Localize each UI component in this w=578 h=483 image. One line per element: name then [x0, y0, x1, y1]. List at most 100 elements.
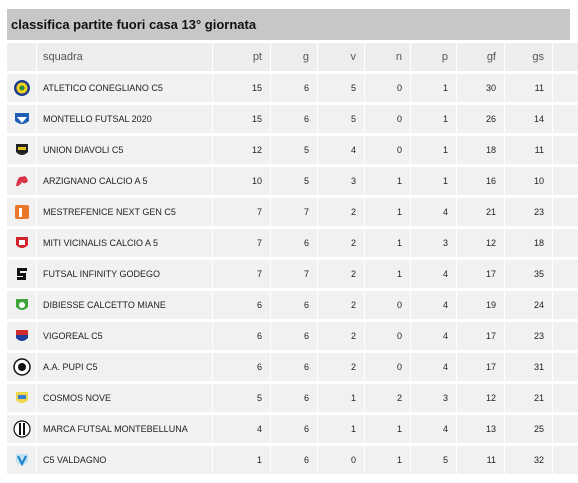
team-logo-cell: [7, 74, 37, 102]
team-logo-cell: [7, 415, 37, 443]
games-cell: 7: [271, 198, 318, 226]
points-cell: 6: [213, 322, 271, 350]
team-name-cell: MONTELLO FUTSAL 2020: [37, 105, 213, 133]
wins-cell: 5: [318, 74, 365, 102]
team-name-cell: C5 VALDAGNO: [37, 446, 213, 474]
draws-cell: 0: [365, 291, 411, 319]
team-logo-cell: [7, 260, 37, 288]
goals-against-cell: 10: [505, 167, 553, 195]
team-logo-cell: [7, 446, 37, 474]
goals-against-cell: 21: [505, 384, 553, 412]
games-cell: 6: [271, 415, 318, 443]
header-games: g: [271, 43, 318, 71]
header-losses: p: [411, 43, 457, 71]
draws-cell: 2: [365, 384, 411, 412]
header-logo-cell: [7, 43, 37, 71]
draws-cell: 0: [365, 105, 411, 133]
team-logo-cell: [7, 291, 37, 319]
points-cell: 15: [213, 105, 271, 133]
mestrefenice-logo-icon: [13, 203, 31, 221]
losses-cell: 1: [411, 136, 457, 164]
goals-against-cell: 23: [505, 198, 553, 226]
games-cell: 6: [271, 446, 318, 474]
team-name-cell: DIBIESSE CALCETTO MIANE: [37, 291, 213, 319]
goal-difference-cell: -6: [553, 229, 578, 257]
team-name-cell: VIGOREAL C5: [37, 322, 213, 350]
wins-cell: 1: [318, 384, 365, 412]
losses-cell: 1: [411, 74, 457, 102]
standings-title: classifica partite fuori casa 13° giorna…: [7, 9, 570, 40]
losses-cell: 5: [411, 446, 457, 474]
draws-cell: 1: [365, 229, 411, 257]
team-name-cell: FUTSAL INFINITY GODEGO: [37, 260, 213, 288]
goal-difference-cell: 6: [553, 167, 578, 195]
goals-against-cell: 31: [505, 353, 553, 381]
vigoreal-logo-icon: [13, 327, 31, 345]
standings-widget: classifica partite fuori casa 13° giorna…: [7, 9, 578, 477]
miti-vicinalis-logo-icon: [13, 234, 31, 252]
goal-difference-cell: -18: [553, 260, 578, 288]
goal-difference-cell: -21: [553, 446, 578, 474]
games-cell: 6: [271, 105, 318, 133]
wins-cell: 4: [318, 136, 365, 164]
wins-cell: 5: [318, 105, 365, 133]
table-row: ARZIGNANO CALCIO A 510531116106: [7, 167, 578, 195]
points-cell: 1: [213, 446, 271, 474]
standings-table: squadra pt g v n p gf gs dr ATLETICO CON…: [7, 40, 578, 477]
goals-for-cell: 12: [457, 229, 505, 257]
header-goals-for: gf: [457, 43, 505, 71]
goal-difference-cell: 19: [553, 74, 578, 102]
points-cell: 4: [213, 415, 271, 443]
goals-against-cell: 35: [505, 260, 553, 288]
losses-cell: 4: [411, 291, 457, 319]
pupi-logo-icon: [12, 358, 31, 376]
team-logo-cell: [7, 198, 37, 226]
draws-cell: 1: [365, 198, 411, 226]
goals-against-cell: 11: [505, 74, 553, 102]
team-logo-cell: [7, 384, 37, 412]
goal-difference-cell: -6: [553, 322, 578, 350]
wins-cell: 2: [318, 260, 365, 288]
goals-for-cell: 19: [457, 291, 505, 319]
draws-cell: 0: [365, 322, 411, 350]
team-logo-cell: [7, 167, 37, 195]
wins-cell: 0: [318, 446, 365, 474]
team-name-cell: ARZIGNANO CALCIO A 5: [37, 167, 213, 195]
losses-cell: 3: [411, 384, 457, 412]
team-name-cell: A.A. PUPI C5: [37, 353, 213, 381]
header-points: pt: [213, 43, 271, 71]
goals-against-cell: 24: [505, 291, 553, 319]
games-cell: 6: [271, 74, 318, 102]
atletico-conegliano-logo-icon: [13, 79, 31, 97]
table-row: ATLETICO CONEGLIANO C5156501301119: [7, 74, 578, 102]
wins-cell: 2: [318, 198, 365, 226]
union-diavoli-logo-icon: [13, 141, 31, 159]
draws-cell: 0: [365, 136, 411, 164]
dibiesse-logo-icon: [13, 296, 31, 314]
goals-for-cell: 21: [457, 198, 505, 226]
wins-cell: 1: [318, 415, 365, 443]
points-cell: 12: [213, 136, 271, 164]
goal-difference-cell: -12: [553, 415, 578, 443]
losses-cell: 4: [411, 415, 457, 443]
marca-futsal-logo-icon: [12, 420, 31, 438]
team-logo-cell: [7, 105, 37, 133]
montello-futsal-logo-icon: [13, 110, 31, 128]
team-name-cell: UNION DIAVOLI C5: [37, 136, 213, 164]
goals-against-cell: 23: [505, 322, 553, 350]
goals-for-cell: 17: [457, 322, 505, 350]
goals-against-cell: 14: [505, 105, 553, 133]
draws-cell: 1: [365, 446, 411, 474]
losses-cell: 1: [411, 105, 457, 133]
losses-cell: 4: [411, 353, 457, 381]
games-cell: 7: [271, 260, 318, 288]
goals-for-cell: 13: [457, 415, 505, 443]
losses-cell: 4: [411, 198, 457, 226]
draws-cell: 1: [365, 415, 411, 443]
points-cell: 7: [213, 229, 271, 257]
points-cell: 6: [213, 353, 271, 381]
